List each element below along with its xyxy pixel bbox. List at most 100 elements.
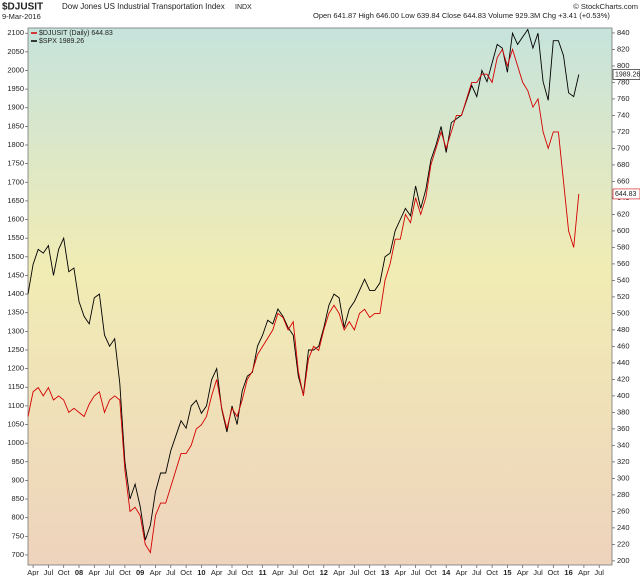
y-tick-label: 950 — [11, 457, 24, 466]
y-tick-label: 1850 — [7, 121, 24, 130]
y2-tick-label: 400 — [617, 391, 630, 400]
x-tick-label: Apr — [333, 568, 345, 576]
y-tick-label: 1550 — [7, 233, 24, 242]
y2-tick-label: 500 — [617, 308, 630, 317]
y2-tick-label: 540 — [617, 275, 630, 284]
y2-tick-label: 600 — [617, 226, 630, 235]
exchange: INDX — [235, 4, 252, 11]
plot-area — [27, 27, 613, 566]
x-tick-label: Jul — [594, 568, 604, 576]
x-tick-label: 12 — [320, 568, 328, 576]
y2-tick-label: 460 — [617, 341, 630, 350]
x-tick-label: Jul — [227, 568, 237, 576]
y2-tick-label: 220 — [617, 539, 630, 548]
x-tick-label: Apr — [456, 568, 468, 576]
y-tick-label: 800 — [11, 513, 24, 522]
y-tick-label: 2100 — [7, 28, 24, 37]
y2-tick-label: 420 — [617, 374, 630, 383]
y-tick-label: 1700 — [7, 177, 24, 186]
x-tick-label: Apr — [27, 568, 39, 576]
x-tick-label: Jul — [411, 568, 421, 576]
x-tick-label: Apr — [578, 568, 590, 576]
x-tick-label: 08 — [75, 568, 83, 576]
x-tick-label: 16 — [564, 568, 572, 576]
y-tick-label: 1050 — [7, 419, 24, 428]
y-tick-label: 700 — [11, 550, 24, 559]
y2-tick-label: 780 — [617, 77, 630, 86]
y2-tick-label: 360 — [617, 424, 630, 433]
y2-tick-label: 300 — [617, 473, 630, 482]
x-tick-label: Oct — [119, 568, 132, 576]
y-tick-label: 1450 — [7, 270, 24, 279]
y2-tick-label: 720 — [617, 127, 630, 136]
x-tick-label: Jul — [350, 568, 360, 576]
date: 9-Mar-2016 — [2, 12, 41, 21]
y2-tick-label: 680 — [617, 160, 630, 169]
y2-tick-label: 200 — [617, 556, 630, 565]
x-tick-label: Jul — [44, 568, 54, 576]
last-value-label: 1989.26 — [615, 71, 640, 78]
x-tick-label: Apr — [517, 568, 529, 576]
legend-label: $SPX 1989.26 — [39, 38, 84, 45]
x-tick-label: Oct — [58, 568, 71, 576]
y-tick-label: 850 — [11, 494, 24, 503]
x-tick-label: Jul — [288, 568, 298, 576]
x-tick-label: Oct — [364, 568, 377, 576]
x-tick-label: 13 — [381, 568, 389, 576]
y2-tick-label: 760 — [617, 94, 630, 103]
last-value-box — [612, 188, 640, 200]
y2-tick-label: 700 — [617, 143, 630, 152]
y2-tick-label: 560 — [617, 259, 630, 268]
y-tick-label: 900 — [11, 475, 24, 484]
x-tick-label: Oct — [425, 568, 438, 576]
y-tick-label: 2050 — [7, 47, 24, 56]
y-tick-label: 1100 — [8, 401, 24, 410]
y2-tick-label: 800 — [617, 61, 630, 70]
y-tick-label: 1200 — [7, 364, 24, 373]
y2-tick-label: 240 — [617, 523, 630, 532]
y2-tick-label: 260 — [617, 506, 630, 515]
x-tick-label: Apr — [88, 568, 100, 576]
y-tick-label: 1800 — [7, 140, 24, 149]
y2-tick-label: 620 — [617, 209, 630, 218]
x-tick-label: 11 — [259, 568, 267, 576]
quote: Open 641.87 High 646.00 Low 639.84 Close… — [313, 11, 610, 20]
x-tick-label: Oct — [241, 568, 254, 576]
x-tick-label: Apr — [272, 568, 284, 576]
x-tick-label: 10 — [197, 568, 205, 576]
y2-tick-label: 340 — [617, 440, 630, 449]
y-tick-label: 1600 — [7, 215, 24, 224]
y-tick-label: 2000 — [7, 65, 24, 74]
y2-tick-label: 440 — [617, 358, 630, 367]
y2-tick-label: 320 — [617, 457, 630, 466]
y2-tick-label: 380 — [617, 407, 630, 416]
x-tick-label: 15 — [503, 568, 511, 576]
y2-tick-label: 660 — [617, 176, 630, 185]
y-tick-label: 1150 — [8, 382, 24, 391]
chart-subtitle: Dow Jones US Industrial Transportation I… — [62, 2, 225, 11]
x-tick-label: Jul — [472, 568, 482, 576]
y-tick-label: 1000 — [7, 438, 24, 447]
x-tick-label: Oct — [303, 568, 316, 576]
y-tick-label: 1400 — [7, 289, 24, 298]
chart-title: $DJUSIT — [2, 2, 43, 13]
y2-tick-label: 840 — [617, 28, 630, 37]
y-tick-label: 1750 — [7, 159, 24, 168]
legend-label: $DJUSIT (Daily) 644.83 — [39, 30, 113, 37]
x-tick-label: Apr — [211, 568, 223, 576]
x-tick-label: Jul — [533, 568, 543, 576]
y-tick-label: 1900 — [7, 103, 24, 112]
credit: © StockCharts.com — [573, 2, 638, 11]
x-tick-label: 14 — [442, 568, 451, 576]
y2-tick-label: 480 — [617, 325, 630, 334]
x-tick-label: Oct — [486, 568, 499, 576]
y2-tick-label: 520 — [617, 292, 630, 301]
y-tick-label: 1300 — [7, 326, 24, 335]
x-tick-label: Oct — [547, 568, 560, 576]
y2-tick-label: 740 — [617, 110, 630, 119]
y-tick-label: 1350 — [7, 308, 24, 317]
x-tick-label: Apr — [150, 568, 162, 576]
x-tick-label: 09 — [136, 568, 144, 576]
y2-tick-label: 820 — [617, 44, 630, 53]
